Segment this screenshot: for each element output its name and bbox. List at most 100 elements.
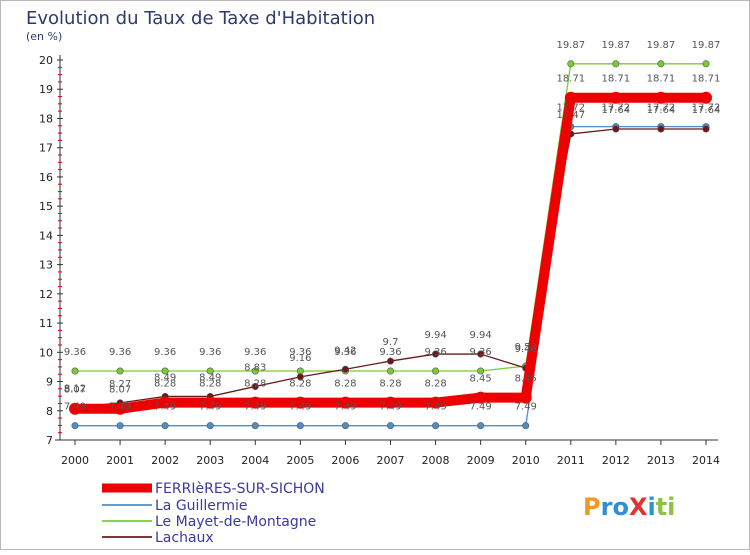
data-label: 17.64 — [647, 105, 676, 116]
data-point — [251, 422, 259, 430]
data-label: 9.36 — [334, 347, 356, 358]
data-label: 17.64 — [692, 105, 721, 116]
data-point — [657, 60, 665, 68]
data-label: 18.71 — [647, 74, 676, 85]
data-point — [384, 396, 397, 409]
legend-label-3: Lachaux — [155, 530, 214, 546]
data-point — [206, 422, 214, 430]
data-label: 7.49 — [199, 402, 221, 413]
y-tick-label: 7 — [46, 434, 53, 447]
data-label: 8.28 — [244, 379, 266, 390]
data-label: 9.36 — [424, 347, 446, 358]
data-label: 7.49 — [379, 402, 401, 413]
data-label: 18.71 — [556, 74, 585, 85]
data-label: 7.49 — [334, 402, 356, 413]
data-label: 8.28 — [379, 379, 401, 390]
data-point — [296, 367, 304, 375]
y-tick-label: 15 — [39, 200, 53, 213]
data-point — [700, 91, 712, 104]
legend-label-0: FERRIèRES-SUR-SICHON — [155, 481, 325, 497]
data-point — [657, 125, 665, 133]
data-label: 7.49 — [109, 402, 131, 413]
data-label: 18.71 — [602, 74, 631, 85]
data-label: 8.07 — [64, 385, 86, 396]
data-label: 8.45 — [470, 374, 492, 385]
legend-label-1: La Guillermie — [155, 498, 247, 514]
data-label: 8.28 — [289, 379, 311, 390]
data-point — [114, 402, 127, 415]
data-point — [519, 391, 532, 404]
data-label: 9.36 — [64, 347, 86, 358]
data-label: 8.27 — [109, 379, 131, 390]
data-point — [159, 396, 172, 409]
legend-label-2: Le Mayet-de-Montagne — [155, 514, 316, 530]
x-tick-label: 2010 — [512, 454, 540, 467]
data-label: 8.45 — [515, 374, 537, 385]
y-tick-label: 16 — [39, 171, 53, 184]
x-tick-label: 2003 — [196, 454, 224, 467]
data-point — [294, 396, 307, 409]
x-tick-label: 2004 — [241, 454, 269, 467]
unit-label: (en %) — [26, 30, 62, 43]
data-label: 9.7 — [383, 337, 399, 348]
y-tick-label: 11 — [39, 317, 53, 330]
data-point — [522, 422, 530, 430]
data-label: 8.49 — [199, 372, 221, 383]
y-tick-label: 12 — [39, 288, 53, 301]
y-tick-label: 10 — [39, 346, 53, 359]
data-point — [249, 396, 262, 409]
data-point — [432, 350, 440, 358]
data-label: 8.49 — [154, 372, 176, 383]
data-point — [206, 367, 214, 375]
y-tick-label: 18 — [39, 112, 53, 125]
data-point — [432, 367, 440, 375]
data-label: 9.36 — [109, 347, 131, 358]
x-tick-label: 2012 — [602, 454, 630, 467]
data-point — [71, 422, 79, 430]
data-label: 9.46 — [515, 344, 537, 355]
data-label: 17.47 — [556, 110, 585, 121]
y-tick-label: 8 — [46, 405, 53, 418]
data-point — [702, 60, 710, 68]
data-labels: 8.07 8.07 8.28 8.28 8.28 8.28 8.28 8.28 8.28 8.45… — [64, 40, 720, 413]
data-point — [116, 367, 124, 375]
data-point — [341, 422, 349, 430]
data-label: 7.49 — [515, 402, 537, 413]
x-tick-label: 2011 — [557, 454, 585, 467]
y-tick-label: 14 — [39, 229, 53, 242]
data-label: 7.49 — [289, 402, 311, 413]
data-label: 9.36 — [244, 347, 266, 358]
data-label: 8.07 — [109, 385, 131, 396]
data-point — [296, 422, 304, 430]
data-point — [609, 91, 622, 104]
data-point — [429, 396, 442, 409]
data-label: 19.87 — [692, 40, 721, 51]
data-label: 9.36 — [470, 347, 492, 358]
data-point — [702, 125, 710, 133]
axes: 7 8 9 10 11 12 13 14 15 16 17 18 19 20 2000 2001 2002 200… — [39, 54, 720, 467]
x-tick-label: 2008 — [422, 454, 450, 467]
x-tick-label: 2014 — [692, 454, 720, 467]
data-label: 17.64 — [602, 105, 631, 116]
data-label: 8.83 — [244, 363, 266, 374]
proxiti-logo: ProXiti — [583, 493, 675, 521]
x-tick-label: 2005 — [286, 454, 314, 467]
data-label: 9.36 — [289, 347, 311, 358]
data-point — [71, 367, 79, 375]
data-point — [477, 367, 485, 375]
data-label: 8.28 — [154, 379, 176, 390]
data-label: 9.53 — [515, 342, 537, 353]
data-point — [341, 365, 349, 373]
series-lines — [69, 60, 712, 430]
data-label: 19.87 — [556, 40, 585, 51]
data-label: 19.87 — [602, 40, 631, 51]
data-label: 8.28 — [334, 379, 356, 390]
data-point — [564, 91, 577, 104]
data-label: 9.94 — [470, 330, 492, 341]
data-point — [69, 402, 81, 415]
data-label: 9.16 — [289, 353, 311, 364]
